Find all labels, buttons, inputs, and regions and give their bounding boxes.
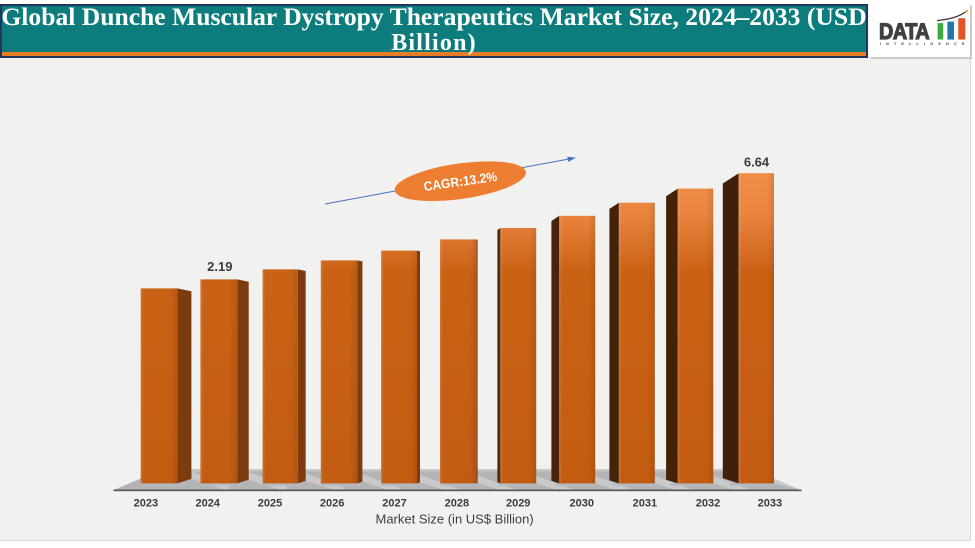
svg-text:2029: 2029 [506, 498, 530, 510]
svg-text:2030: 2030 [570, 498, 594, 510]
svg-text:2025: 2025 [258, 498, 282, 510]
svg-text:2032: 2032 [696, 498, 720, 510]
svg-text:2033: 2033 [758, 498, 782, 510]
svg-text:Market Size (in US$ Billion): Market Size (in US$ Billion) [375, 512, 533, 527]
svg-text:2024: 2024 [195, 498, 220, 510]
svg-text:2027: 2027 [382, 498, 406, 510]
svg-text:2026: 2026 [320, 498, 344, 510]
svg-text:2023: 2023 [134, 498, 158, 510]
svg-text:6.64: 6.64 [744, 154, 770, 169]
svg-text:2031: 2031 [633, 498, 657, 510]
svg-text:2028: 2028 [445, 498, 469, 510]
svg-text:2.19: 2.19 [207, 259, 232, 274]
